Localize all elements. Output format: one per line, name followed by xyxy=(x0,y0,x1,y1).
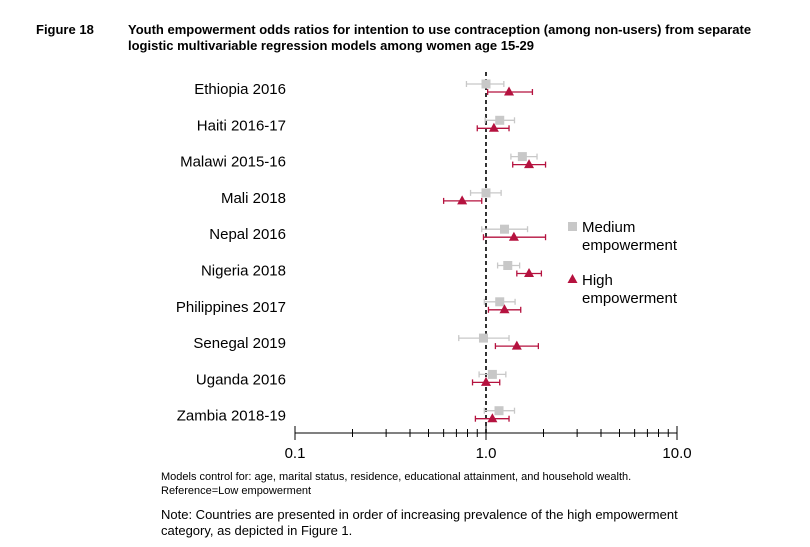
high-point xyxy=(481,376,491,386)
high-point xyxy=(511,340,522,350)
high-point xyxy=(499,304,510,314)
plot-marks xyxy=(442,79,547,423)
category-label: Uganda 2016 xyxy=(196,371,286,388)
forest-plot: 0.1 1.0 10.0 Ethiopia 2016 Haiti 2016-17 Mal… xyxy=(176,72,692,462)
high-point xyxy=(457,195,468,205)
high-point xyxy=(508,231,519,241)
medium-point xyxy=(481,188,491,198)
high-point xyxy=(504,86,515,96)
medium-point xyxy=(495,297,505,307)
legend-label: High xyxy=(582,272,613,289)
legend-swatch-medium xyxy=(568,222,577,231)
category-label: Haiti 2016-17 xyxy=(197,117,286,134)
medium-point xyxy=(517,152,527,162)
medium-point xyxy=(503,261,513,270)
category-label: Nepal 2016 xyxy=(209,226,286,243)
high-point xyxy=(524,159,535,169)
x-axis: 0.1 1.0 10.0 xyxy=(285,72,692,462)
high-point xyxy=(488,122,499,132)
high-point xyxy=(524,268,535,277)
medium-point xyxy=(478,333,488,343)
category-label: Mali 2018 xyxy=(221,190,286,207)
medium-point xyxy=(494,406,504,416)
x-tick-label: 10.0 xyxy=(662,445,691,462)
category-label: Senegal 2019 xyxy=(193,335,286,352)
order-note: Note: Countries are presented in order o… xyxy=(161,507,678,538)
category-label: Malawi 2015-16 xyxy=(180,154,286,171)
legend-label: empowerment xyxy=(582,290,678,307)
reference-footnote: Reference=Low empowerment xyxy=(161,485,312,497)
category-label: Zambia 2018-19 xyxy=(177,408,286,425)
x-tick-label: 0.1 xyxy=(285,445,306,462)
figure-title: Youth empowerment odds ratios for intent… xyxy=(128,22,752,53)
x-tick-label: 1.0 xyxy=(476,445,497,462)
category-label: Ethiopia 2016 xyxy=(194,81,286,98)
medium-point xyxy=(487,369,497,379)
models-footnote: Models control for: age, marital status,… xyxy=(161,471,632,483)
category-labels: Ethiopia 2016 Haiti 2016-17 Malawi 2015-16… xyxy=(176,81,286,425)
legend-label: empowerment xyxy=(582,237,678,254)
legend-label: Medium xyxy=(582,219,635,236)
medium-point xyxy=(481,79,491,89)
category-label: Philippines 2017 xyxy=(176,299,286,316)
legend-swatch-high xyxy=(567,274,578,283)
figure-label: Figure 18 xyxy=(36,22,94,37)
medium-point xyxy=(500,224,510,234)
high-point xyxy=(487,413,498,423)
medium-point xyxy=(495,115,505,125)
category-label: Nigeria 2018 xyxy=(201,263,286,280)
